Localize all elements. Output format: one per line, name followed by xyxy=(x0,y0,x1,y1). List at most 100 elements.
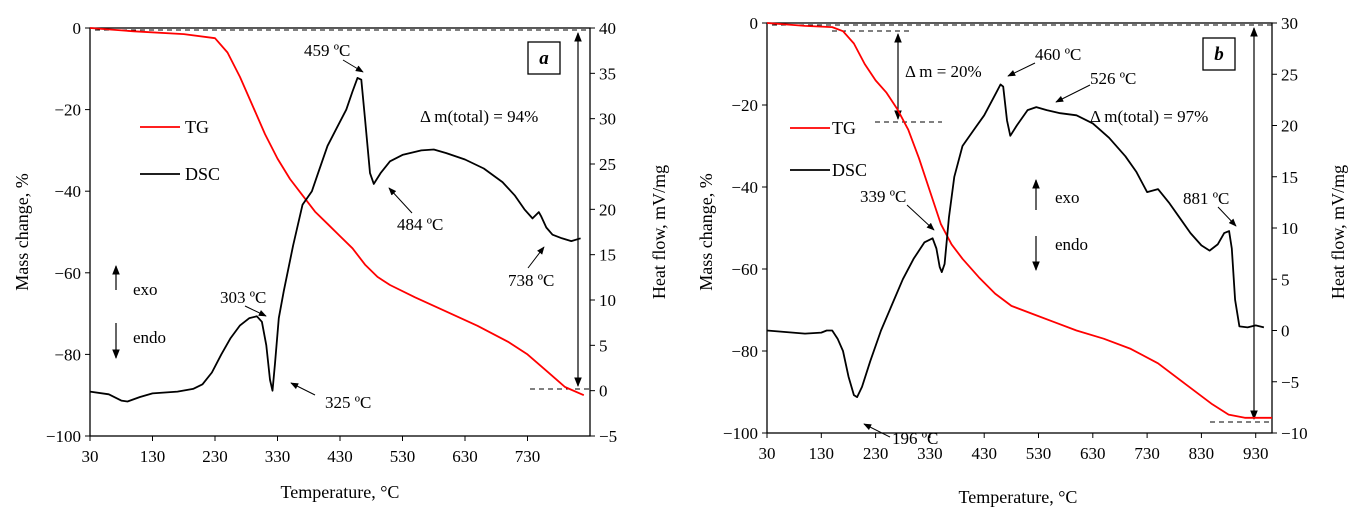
series-line-dsc xyxy=(89,77,581,403)
y-left-tick-label: 0 xyxy=(750,14,759,33)
annotation-339-b: 339 ºC xyxy=(860,187,906,206)
total-mass-label-b: Δ m(total) = 97% xyxy=(1090,107,1208,126)
y-right-axis-ticks-b: 30 25 20 15 10 5 0 −5 −10 xyxy=(1272,14,1308,443)
x-tick-label: 830 xyxy=(1189,444,1215,463)
exo-label-a: exo xyxy=(133,280,158,299)
x-tick-label: 430 xyxy=(971,444,997,463)
series-group-a xyxy=(89,27,585,403)
annotation-881-b: 881 ºC xyxy=(1183,189,1229,208)
annotation-arrow-459-a xyxy=(342,59,364,73)
y-right-tick-label: 25 xyxy=(1281,65,1298,84)
y-right-axis-ticks-a: 40 35 30 25 20 15 10 5 0 −5 xyxy=(590,19,617,446)
annotation-459-a: 459 ºC xyxy=(304,41,350,60)
legend-label-tg-a: TG xyxy=(185,117,209,137)
x-tick-label: 30 xyxy=(82,447,99,466)
y-left-tick-label: −40 xyxy=(54,182,81,201)
y-right-tick-label: −10 xyxy=(1281,424,1308,443)
x-tick-label: 330 xyxy=(265,447,291,466)
x-axis-ticks-b: 30 130 230 330 430 530 630 730 830 930 xyxy=(759,433,1269,463)
series-line-tg xyxy=(766,22,1272,419)
y-right-tick-label: 0 xyxy=(1281,322,1290,341)
y-right-tick-label: 0 xyxy=(599,382,608,401)
y-left-tick-label: −80 xyxy=(54,345,81,364)
total-mass-label-a: Δ m(total) = 94% xyxy=(420,107,538,126)
y-right-tick-label: 30 xyxy=(1281,14,1298,33)
y-right-tick-label: 10 xyxy=(1281,219,1298,238)
x-tick-label: 730 xyxy=(515,447,541,466)
annotation-196-b: 196 ºC xyxy=(892,429,938,448)
y-right-tick-label: 35 xyxy=(599,64,616,83)
y-right-tick-label: 15 xyxy=(1281,168,1298,187)
x-tick-label: 230 xyxy=(863,444,889,463)
y-left-tick-label: −80 xyxy=(731,342,758,361)
y-right-tick-label: 15 xyxy=(599,246,616,265)
legend-label-dsc-a: DSC xyxy=(185,164,220,184)
x-tick-label: 930 xyxy=(1243,444,1269,463)
series-group-b xyxy=(766,22,1272,419)
annotation-arrow-738-a xyxy=(527,246,545,269)
annotation-738-a: 738 ºC xyxy=(508,271,554,290)
dm-step-label-b: Δ m = 20% xyxy=(905,62,982,81)
annotation-arrow-526-b xyxy=(1055,84,1091,103)
x-axis-ticks-a: 30 130 230 330 430 530 630 730 xyxy=(82,436,541,466)
y-left-axis-ticks-a: 0 −20 −40 −60 −80 −100 xyxy=(46,19,90,446)
annotation-526-b: 526 ºC xyxy=(1090,69,1136,88)
x-tick-label: 430 xyxy=(327,447,353,466)
x-tick-label: 530 xyxy=(1026,444,1052,463)
y-right-axis-title-a: Heat flow, mV/mg xyxy=(649,165,669,299)
y-right-tick-label: 20 xyxy=(599,200,616,219)
plot-frame-b xyxy=(766,22,1273,434)
y-left-tick-label: 0 xyxy=(73,19,82,38)
y-left-tick-label: −100 xyxy=(46,427,81,446)
annotation-arrow-484-a xyxy=(388,187,413,214)
x-axis-title-b: Temperature, °C xyxy=(959,487,1078,507)
annotation-325-a: 325 ºC xyxy=(325,393,371,412)
legend-label-tg-b: TG xyxy=(832,118,856,138)
x-tick-label: 130 xyxy=(140,447,166,466)
y-right-tick-label: 40 xyxy=(599,19,616,38)
y-right-tick-label: 30 xyxy=(599,110,616,129)
series-line-dsc xyxy=(766,83,1265,399)
exo-label-b: exo xyxy=(1055,188,1080,207)
panel-label-box-b xyxy=(1202,37,1236,71)
x-tick-label: 330 xyxy=(917,444,943,463)
x-tick-label: 530 xyxy=(390,447,416,466)
y-left-axis-title-b: Mass change, % xyxy=(696,173,716,290)
y-left-tick-label: −60 xyxy=(731,260,758,279)
y-left-axis-title-a: Mass change, % xyxy=(12,173,32,290)
y-left-tick-label: −20 xyxy=(731,96,758,115)
series-line-tg xyxy=(89,27,585,397)
legend-label-dsc-b: DSC xyxy=(832,160,867,180)
x-tick-label: 130 xyxy=(809,444,835,463)
annotation-460-b: 460 ºC xyxy=(1035,45,1081,64)
y-left-tick-label: −20 xyxy=(54,101,81,120)
x-tick-label: 730 xyxy=(1134,444,1160,463)
annotation-484-a: 484 ºC xyxy=(397,215,443,234)
y-right-tick-label: 10 xyxy=(599,291,616,310)
x-tick-label: 230 xyxy=(202,447,228,466)
x-tick-label: 30 xyxy=(759,444,776,463)
endo-label-a: endo xyxy=(133,328,166,347)
annotation-303-a: 303 ºC xyxy=(220,288,266,307)
annotation-arrow-460-b xyxy=(1007,62,1036,77)
y-right-tick-label: 5 xyxy=(1281,270,1290,289)
panel-label-a: a xyxy=(539,48,549,69)
y-right-tick-label: 20 xyxy=(1281,117,1298,136)
annotation-arrow-339-b xyxy=(906,204,935,231)
x-tick-label: 630 xyxy=(1080,444,1106,463)
y-right-axis-title-b: Heat flow, mV/mg xyxy=(1328,165,1348,299)
y-left-axis-ticks-b: 0 −20 −40 −60 −80 −100 xyxy=(723,14,767,443)
y-left-tick-label: −60 xyxy=(54,264,81,283)
y-left-tick-label: −40 xyxy=(731,178,758,197)
endo-label-b: endo xyxy=(1055,235,1088,254)
annotation-arrow-881-b xyxy=(1217,206,1237,227)
panel-label-box-a xyxy=(527,41,561,75)
chart-panel-b: 30 130 230 330 430 530 630 730 830 930 0−20−40−60… xyxy=(696,14,1348,507)
x-tick-label: 630 xyxy=(452,447,478,466)
annotation-arrow-325-a xyxy=(290,382,316,396)
y-right-tick-label: 25 xyxy=(599,155,616,174)
y-left-tick-label: −100 xyxy=(723,424,758,443)
chart-panel-a: 30 130 230 330 430 530 630 730 0 −20 −40 −60 −80 −10… xyxy=(12,19,669,502)
annotation-arrow-303-a xyxy=(244,305,267,317)
